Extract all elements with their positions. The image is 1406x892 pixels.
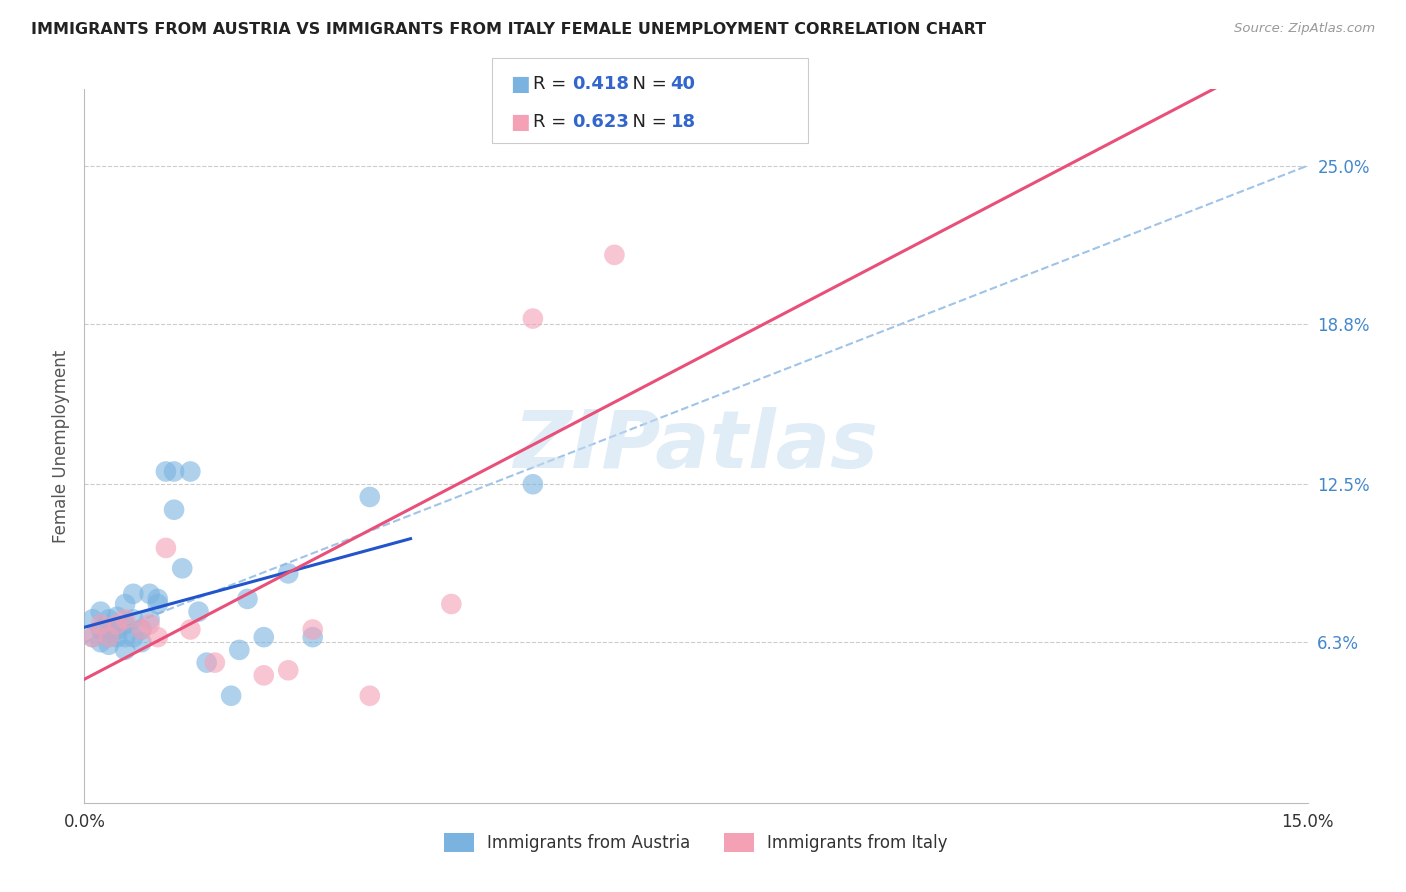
Point (138, 612, 160, 626)
Point (603, 248, 626, 262)
Point (146, 597, 169, 611)
Point (277, 566, 299, 581)
Point (236, 591, 259, 606)
Point (105, 630, 128, 644)
Text: ZIPatlas: ZIPatlas (513, 407, 879, 485)
Point (97, 630, 120, 644)
Point (359, 689, 381, 703)
Point (90, 605, 112, 619)
Point (146, 591, 169, 606)
Point (97, 638, 120, 652)
Text: R =: R = (533, 75, 572, 93)
Point (179, 623, 201, 637)
Point (522, 311, 544, 326)
Point (187, 605, 209, 619)
Point (163, 465, 186, 479)
Point (138, 587, 160, 601)
Point (138, 617, 160, 632)
Point (440, 597, 463, 611)
Point (97, 612, 120, 626)
Point (105, 623, 128, 637)
Point (82, 630, 104, 644)
Point (114, 597, 136, 611)
Point (82, 630, 104, 644)
Point (131, 623, 153, 637)
Point (163, 502, 186, 516)
Text: ■: ■ (510, 74, 530, 94)
Point (131, 635, 153, 649)
Point (122, 587, 145, 601)
Point (82, 612, 104, 626)
Point (277, 663, 299, 677)
Point (195, 656, 218, 670)
Point (131, 623, 153, 637)
Point (253, 668, 276, 682)
Point (155, 541, 177, 555)
Point (155, 465, 177, 479)
Text: Source: ZipAtlas.com: Source: ZipAtlas.com (1234, 22, 1375, 36)
Point (114, 617, 136, 632)
Text: 18: 18 (671, 112, 696, 130)
Text: N =: N = (621, 112, 673, 130)
Point (172, 561, 194, 575)
Point (90, 635, 112, 649)
Text: 0.418: 0.418 (572, 75, 630, 93)
Point (97, 623, 120, 637)
Legend: Immigrants from Austria, Immigrants from Italy: Immigrants from Austria, Immigrants from… (437, 826, 955, 859)
Point (204, 656, 226, 670)
Point (253, 630, 276, 644)
Point (122, 612, 145, 626)
Point (90, 623, 112, 637)
Point (228, 643, 250, 657)
Point (90, 617, 112, 632)
Point (114, 643, 136, 657)
Text: ■: ■ (510, 112, 530, 132)
Point (522, 477, 544, 491)
Text: 0.623: 0.623 (572, 112, 628, 130)
Point (146, 630, 169, 644)
Point (114, 630, 136, 644)
Point (105, 617, 128, 632)
Point (219, 689, 242, 703)
Point (97, 630, 120, 644)
Point (301, 623, 323, 637)
Y-axis label: Female Unemployment: Female Unemployment (52, 350, 70, 542)
Text: R =: R = (533, 112, 572, 130)
Text: IMMIGRANTS FROM AUSTRIA VS IMMIGRANTS FROM ITALY FEMALE UNEMPLOYMENT CORRELATION: IMMIGRANTS FROM AUSTRIA VS IMMIGRANTS FR… (31, 22, 986, 37)
Point (105, 609, 128, 624)
Point (359, 490, 381, 504)
Text: 40: 40 (671, 75, 696, 93)
Point (179, 465, 201, 479)
Point (114, 612, 136, 626)
Point (122, 630, 145, 644)
Text: N =: N = (621, 75, 673, 93)
Point (301, 630, 323, 644)
